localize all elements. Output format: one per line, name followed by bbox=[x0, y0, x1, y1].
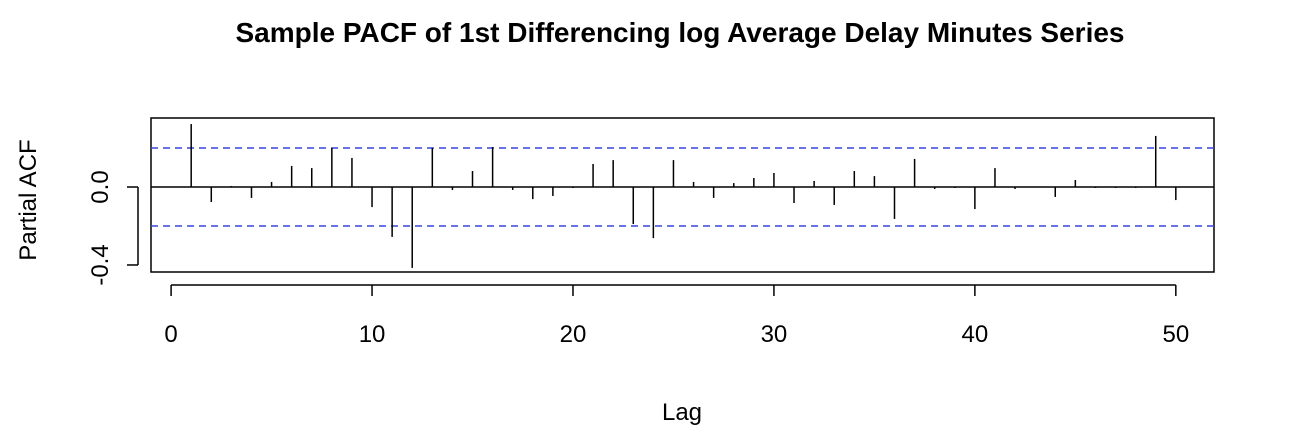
x-axis-label: Lag bbox=[662, 399, 702, 426]
chart-title: Sample PACF of 1st Differencing log Aver… bbox=[236, 17, 1125, 48]
y-axis-label: Partial ACF bbox=[15, 139, 42, 260]
y-tick-label: 0.0 bbox=[87, 170, 114, 203]
x-tick-label: 20 bbox=[560, 321, 587, 348]
y-tick-label: -0.4 bbox=[87, 244, 114, 285]
x-tick-label: 10 bbox=[359, 321, 386, 348]
x-tick-label: 30 bbox=[761, 321, 788, 348]
x-tick-label: 0 bbox=[164, 321, 177, 348]
x-tick-label: 40 bbox=[962, 321, 989, 348]
x-tick-label: 50 bbox=[1162, 321, 1189, 348]
plot-frame bbox=[150, 117, 1215, 273]
